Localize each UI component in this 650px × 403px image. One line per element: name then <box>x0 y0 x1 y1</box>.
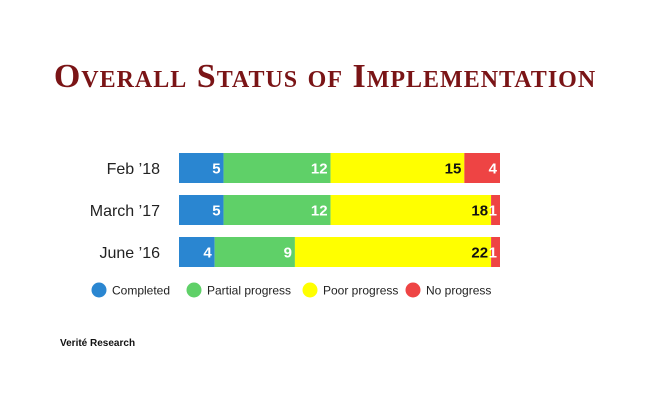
data-label: 4 <box>489 161 498 178</box>
category-label: June ’16 <box>100 245 161 262</box>
bar-segment-no-progress <box>491 237 500 267</box>
bar-row: March ’17 5 12 18 1 <box>90 195 500 225</box>
data-label: 5 <box>212 161 220 178</box>
data-label: 22 <box>471 245 488 262</box>
bar-segment-poor-progress <box>294 237 492 267</box>
bar-row: Feb ’18 5 12 15 4 <box>107 153 500 183</box>
bar-segment-partial-progress <box>214 237 295 267</box>
bar-segment-poor-progress <box>330 195 492 225</box>
legend-label: Poor progress <box>323 284 398 298</box>
legend-swatch <box>91 282 107 298</box>
chart-title: Overall Status of Implementation <box>53 58 597 95</box>
category-label: March ’17 <box>90 203 160 220</box>
data-label: 12 <box>311 161 328 178</box>
data-label: 12 <box>311 203 328 220</box>
bar-segment-completed <box>179 237 215 267</box>
data-label: 4 <box>203 245 212 262</box>
data-label: 1 <box>489 203 497 220</box>
bar-segment-completed <box>179 195 224 225</box>
legend-swatch <box>405 282 421 298</box>
legend-label: No progress <box>426 284 491 298</box>
legend-item-poor-progress: Poor progress <box>302 282 398 298</box>
legend-item-completed: Completed <box>91 282 170 298</box>
bar-segment-completed <box>179 153 224 183</box>
data-label: 18 <box>471 203 488 220</box>
bar-segment-no-progress <box>464 153 500 183</box>
legend-item-partial-progress: Partial progress <box>186 282 291 298</box>
data-label: 5 <box>212 203 220 220</box>
legend-label: Completed <box>112 284 170 298</box>
legend-label: Partial progress <box>207 284 291 298</box>
data-label: 9 <box>284 245 292 262</box>
legend: Completed Partial progress Poor progress No… <box>91 282 491 298</box>
data-label: 15 <box>445 161 462 178</box>
bar-segment-poor-progress <box>330 153 465 183</box>
bar-segment-partial-progress <box>223 195 331 225</box>
legend-swatch <box>186 282 202 298</box>
bar-segment-no-progress <box>491 195 500 225</box>
bar-segment-partial-progress <box>223 153 331 183</box>
category-label: Feb ’18 <box>107 161 160 178</box>
data-label: 1 <box>489 245 497 262</box>
source-label: Verité Research <box>60 338 136 349</box>
legend-item-no-progress: No progress <box>405 282 491 298</box>
legend-swatch <box>302 282 318 298</box>
bar-row: June ’16 4 9 22 1 <box>100 237 500 267</box>
